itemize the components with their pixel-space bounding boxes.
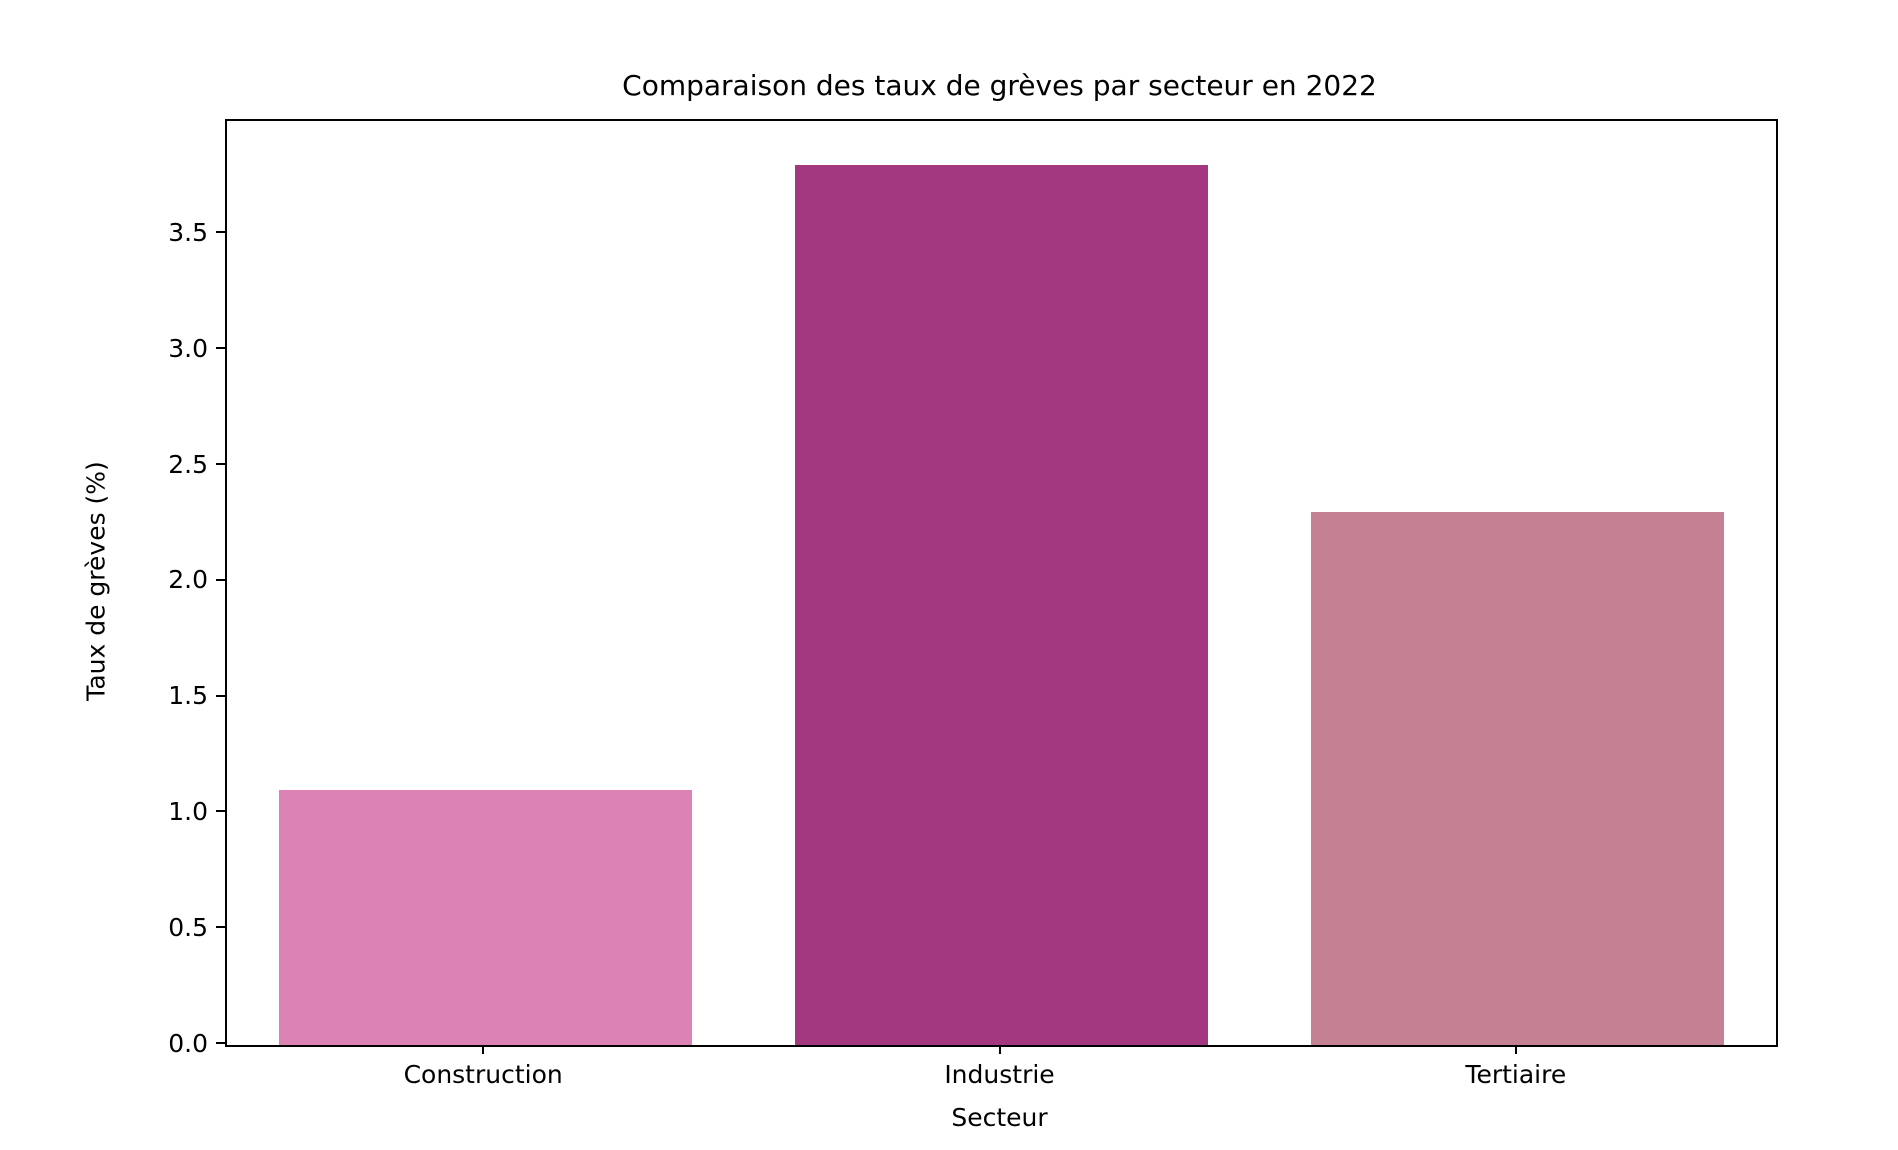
x-tick-label: Industrie <box>944 1060 1055 1089</box>
y-tick-label: 1.5 <box>168 681 208 711</box>
y-tick-mark <box>216 231 225 234</box>
x-axis-label: Secteur <box>951 1103 1048 1132</box>
y-tick-mark <box>216 578 225 581</box>
y-tick-label: 2.5 <box>168 449 208 479</box>
y-tick-label: 3.0 <box>168 333 208 363</box>
y-tick-label: 0.5 <box>168 912 208 942</box>
x-tick-label: Construction <box>403 1060 563 1089</box>
bar-construction <box>278 790 692 1045</box>
x-tick-mark <box>998 1045 1001 1054</box>
y-tick-label: 2.0 <box>168 565 208 595</box>
y-tick-mark <box>216 1042 225 1044</box>
y-tick-mark <box>216 694 225 697</box>
y-tick-label: 0.0 <box>168 1028 208 1058</box>
y-tick-mark <box>216 926 225 929</box>
y-tick-mark <box>216 463 225 466</box>
plot-area <box>225 119 1778 1047</box>
x-tick-mark <box>482 1045 485 1054</box>
y-axis-label: Taux de grèves (%) <box>81 461 111 701</box>
bar-industrie <box>794 165 1209 1045</box>
chart-title: Comparaison des taux de grèves par secte… <box>622 69 1377 102</box>
bar-tertiaire <box>1311 512 1725 1045</box>
y-tick-label: 1.0 <box>168 796 208 826</box>
x-tick-mark <box>1514 1045 1517 1054</box>
y-tick-mark <box>216 810 225 813</box>
x-tick-label: Tertiaire <box>1465 1060 1567 1089</box>
y-tick-mark <box>216 347 225 350</box>
y-tick-label: 3.5 <box>168 217 208 247</box>
